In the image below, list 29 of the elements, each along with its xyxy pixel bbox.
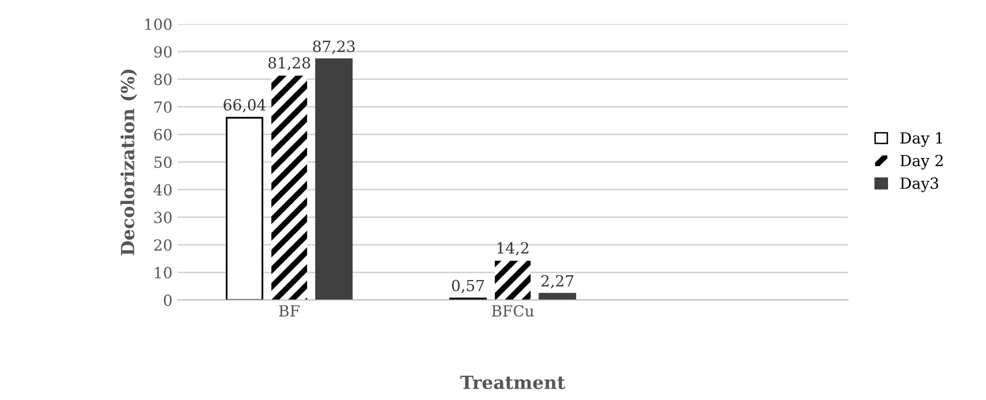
data-label: 87,23 bbox=[313, 40, 355, 54]
y-tick-label: 60 bbox=[154, 128, 172, 140]
data-label: 14,2 bbox=[498, 242, 528, 256]
y-tick-label: 40 bbox=[154, 184, 172, 196]
legend-label: Day 2 bbox=[900, 154, 943, 170]
bar bbox=[271, 76, 308, 300]
y-tick-label: 100 bbox=[145, 18, 172, 30]
x-tick-label: BF bbox=[279, 305, 300, 316]
y-tick-label: 10 bbox=[155, 266, 172, 278]
legend-label: Day 1 bbox=[900, 132, 942, 147]
data-label: 81,28 bbox=[268, 56, 310, 70]
y-axis-title: Decolorization (%) bbox=[120, 70, 137, 256]
bar bbox=[226, 116, 264, 300]
data-label: 0,57 bbox=[452, 280, 484, 294]
y-tick-label: 20 bbox=[154, 239, 172, 251]
legend-label: Day3 bbox=[900, 177, 938, 192]
bar bbox=[494, 260, 531, 300]
bar bbox=[315, 58, 353, 300]
y-tick-label: 70 bbox=[154, 101, 172, 113]
data-label: 66,04 bbox=[224, 99, 266, 112]
bar bbox=[538, 292, 576, 300]
x-axis-title: Treatment bbox=[460, 376, 566, 390]
y-tick-label: 80 bbox=[154, 74, 172, 86]
y-tick-label: 50 bbox=[154, 156, 172, 168]
x-tick-label: BFCu bbox=[492, 305, 534, 317]
y-tick-label: 30 bbox=[154, 212, 172, 224]
data-label: 2,27 bbox=[541, 275, 574, 288]
y-tick-label: 90 bbox=[154, 46, 172, 58]
y-tick-label: 0 bbox=[164, 294, 172, 306]
